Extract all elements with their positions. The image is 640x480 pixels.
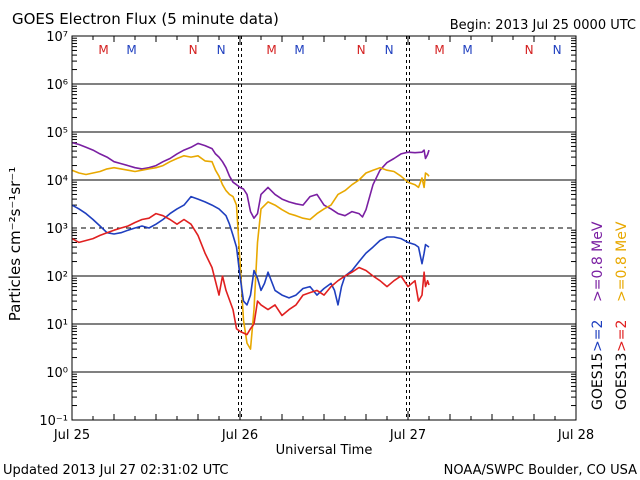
mn-marker-m: M — [462, 43, 472, 57]
grid-layer — [71, 36, 577, 420]
begin-label: Begin: 2013 Jul 25 0000 UTC — [450, 18, 636, 33]
y-tick-label: 10³ — [46, 222, 68, 237]
legend-column-goes15: GOES15>=2 >=0.8 MeV — [590, 221, 606, 410]
mn-marker-m: M — [266, 43, 276, 57]
series-line-2 — [71, 155, 430, 350]
mn-marker-n: N — [525, 43, 534, 57]
mn-marker-n: N — [189, 43, 198, 57]
mn-marker-m: M — [126, 43, 136, 57]
y-tick-label: 10² — [46, 270, 68, 285]
x-tick-label: Jul 25 — [53, 428, 90, 443]
mn-marker-m: M — [98, 43, 108, 57]
legend-entry: >=0.8 MeV — [590, 221, 606, 302]
legend-satellite-label: GOES13 — [614, 353, 630, 410]
series-layer — [71, 141, 430, 350]
series-line-3 — [71, 195, 430, 306]
y-tick-label: 10⁶ — [46, 78, 68, 93]
y-tick-label: 10⁻¹ — [39, 414, 68, 429]
legend-entry: >=0.8 MeV — [614, 221, 630, 302]
y-tick-label: 10⁵ — [46, 126, 68, 141]
mn-marker-m: M — [434, 43, 444, 57]
x-tick-label: Jul 28 — [557, 428, 594, 443]
updated-timestamp: Updated 2013 Jul 27 02:31:02 UTC — [3, 463, 228, 478]
x-tick-label: Jul 26 — [221, 428, 258, 443]
source-credit: NOAA/SWPC Boulder, CO USA — [444, 463, 637, 478]
mn-marker-n: N — [357, 43, 366, 57]
legend-entry: >=2 — [614, 320, 630, 352]
x-tick-label: Jul 27 — [389, 428, 426, 443]
mn-marker-n: N — [553, 43, 562, 57]
chart-title: GOES Electron Flux (5 minute data) — [12, 10, 279, 28]
legend-entry: >=2 — [590, 320, 606, 352]
x-axis-label: Universal Time — [276, 443, 373, 458]
mn-marker-n: N — [385, 43, 394, 57]
plot-frame — [71, 35, 577, 421]
y-tick-label: 10⁴ — [46, 174, 68, 189]
y-tick-label: 10¹ — [46, 318, 68, 333]
legend-column-goes13: GOES13>=2 >=0.8 MeV — [614, 221, 630, 410]
y-tick-labels: 10⁻¹ 10⁰ 10¹ 10² 10³ 10⁴ 10⁵ 10⁶ 10⁷ — [39, 30, 68, 429]
y-axis-label: Particles cm⁻²s⁻¹sr⁻¹ — [6, 167, 24, 321]
legend-satellite-label: GOES15 — [590, 353, 606, 410]
series-line-4 — [71, 212, 430, 336]
mn-marker-n: N — [217, 43, 226, 57]
series-line-1 — [71, 141, 430, 219]
y-tick-label: 10⁰ — [46, 366, 68, 381]
mn-marker-m: M — [294, 43, 304, 57]
x-tick-labels: Jul 25 Jul 26 Jul 27 Jul 28 — [53, 428, 594, 443]
y-tick-label: 10⁷ — [46, 30, 68, 45]
